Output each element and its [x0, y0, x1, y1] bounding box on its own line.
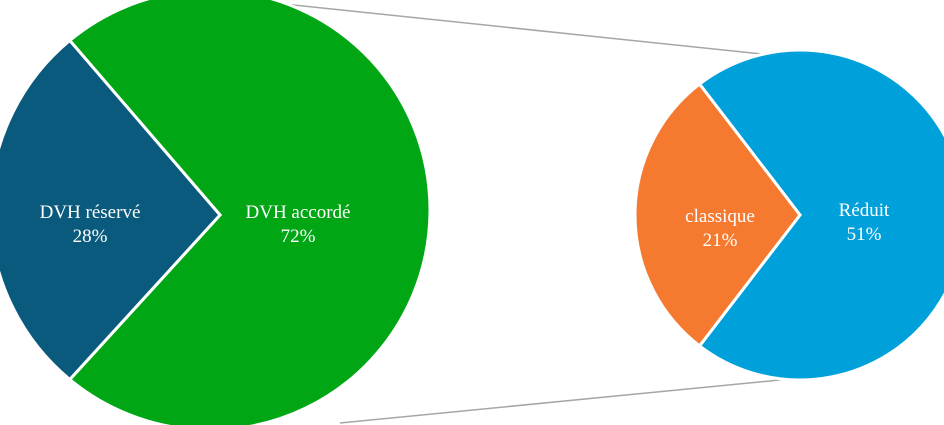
label-dvh-reserve: DVH réservé 28%	[40, 202, 141, 247]
slice-labels: DVH réservé 28% DVH accordé 72% classique 21%…	[40, 200, 890, 251]
connector-lines	[264, 1, 801, 424]
label-name: classique	[685, 206, 755, 227]
slice-reduit	[697, 48, 944, 382]
label-percent: 21%	[703, 230, 738, 251]
label-percent: 28%	[73, 226, 108, 247]
label-reduit: Réduit 51%	[839, 200, 890, 245]
main-pie	[0, 0, 432, 425]
connector-line-top	[264, 1, 801, 59]
label-name: Réduit	[839, 200, 890, 221]
slice-dvh-reserve	[0, 38, 223, 382]
label-percent: 51%	[847, 224, 882, 245]
label-percent: 72%	[281, 226, 316, 247]
label-classique: classique 21%	[685, 206, 755, 251]
label-name: DVH réservé	[40, 202, 141, 223]
connector-line-bottom	[339, 377, 801, 424]
slice-dvh-accorde	[67, 0, 432, 425]
label-dvh-accorde: DVH accordé 72%	[246, 202, 351, 247]
slice-classique	[633, 81, 802, 349]
breakdown-pie	[633, 48, 944, 382]
label-name: DVH accordé	[246, 202, 351, 223]
